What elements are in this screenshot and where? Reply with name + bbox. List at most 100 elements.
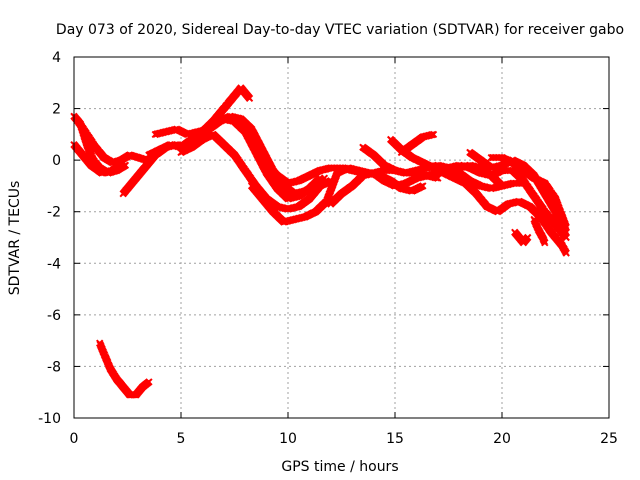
data-point <box>521 241 525 245</box>
data-point <box>350 184 354 188</box>
series-trace-18 <box>530 215 549 247</box>
data-point <box>350 168 354 172</box>
data-point <box>564 230 568 234</box>
chart-title: Day 073 of 2020, Sidereal Day-to-day VTE… <box>56 22 624 38</box>
data-point <box>549 230 553 234</box>
data-point <box>121 192 125 196</box>
data-point <box>158 148 162 152</box>
data-point <box>222 143 226 147</box>
data-point <box>564 225 568 229</box>
data-point <box>421 184 425 188</box>
series-trace-13 <box>397 130 438 157</box>
data-point <box>134 393 138 397</box>
data-point <box>93 145 97 149</box>
plot-area <box>70 84 570 399</box>
data-point <box>532 194 536 198</box>
data-point <box>393 184 397 188</box>
x-tick-label: 10 <box>279 431 297 447</box>
y-tick-label: -4 <box>47 256 61 272</box>
data-point <box>410 189 414 193</box>
data-point <box>275 187 279 191</box>
data-point <box>489 174 493 178</box>
data-point <box>190 145 194 149</box>
data-point <box>318 168 322 172</box>
data-point <box>218 112 222 116</box>
data-point <box>286 207 290 211</box>
data-point <box>526 236 530 239</box>
data-point <box>286 181 290 185</box>
data-point <box>102 156 106 160</box>
data-point <box>260 197 264 201</box>
data-point <box>153 132 157 136</box>
data-point <box>489 166 493 170</box>
series-trace-6 <box>151 112 329 198</box>
data-point <box>564 236 568 239</box>
data-point <box>250 127 254 131</box>
data-point <box>282 220 286 224</box>
data-point <box>513 230 517 234</box>
data-point <box>468 150 472 154</box>
data-point <box>421 161 425 165</box>
data-point <box>102 352 106 356</box>
data-point <box>479 171 483 175</box>
data-point <box>303 189 307 193</box>
data-point <box>404 181 408 185</box>
data-point <box>111 161 115 165</box>
data-point <box>76 119 80 123</box>
series-trace-17 <box>511 228 532 247</box>
grid <box>74 57 609 418</box>
data-point <box>100 171 104 175</box>
data-point <box>121 385 125 389</box>
data-point <box>474 192 478 196</box>
x-tick-label: 15 <box>386 431 404 447</box>
data-point <box>140 385 144 389</box>
x-axis-label: GPS time / hours <box>281 459 398 475</box>
data-point <box>307 174 311 178</box>
data-point <box>410 143 414 147</box>
data-point <box>532 217 536 221</box>
data-point <box>297 179 301 183</box>
data-point <box>372 153 376 157</box>
data-point <box>111 168 115 172</box>
data-point <box>325 199 329 203</box>
data-point <box>335 171 339 175</box>
data-point <box>200 138 204 142</box>
data-point <box>292 217 296 221</box>
data-point <box>260 148 264 152</box>
data-point <box>536 228 540 232</box>
data-point <box>389 138 393 142</box>
data-point <box>543 181 547 185</box>
y-tick-label: 0 <box>52 153 61 169</box>
data-point <box>190 138 194 142</box>
data-point <box>382 179 386 183</box>
data-point <box>393 168 397 172</box>
data-point <box>404 171 408 175</box>
data-point <box>521 179 525 183</box>
data-point <box>147 153 151 157</box>
data-point <box>554 223 557 227</box>
data-point <box>329 202 333 206</box>
data-point <box>132 179 136 183</box>
data-point <box>457 163 461 167</box>
x-tick-label: 20 <box>493 431 511 447</box>
series-trace-16 <box>487 153 570 231</box>
data-point <box>479 158 483 162</box>
plot-frame <box>73 56 610 419</box>
data-point <box>108 367 112 371</box>
series-trace-12 <box>386 135 570 257</box>
data-point <box>425 174 429 178</box>
data-point <box>464 181 468 185</box>
data-point <box>164 130 168 134</box>
data-point <box>179 150 183 154</box>
data-point <box>517 199 521 203</box>
data-point <box>541 236 545 239</box>
series-trace-14 <box>434 161 570 242</box>
data-point <box>517 236 521 239</box>
data-point <box>168 143 172 147</box>
data-point <box>372 171 376 175</box>
data-point <box>286 197 290 201</box>
y-tick-label: -6 <box>47 308 61 324</box>
data-point <box>247 96 251 100</box>
data-point <box>382 163 386 167</box>
